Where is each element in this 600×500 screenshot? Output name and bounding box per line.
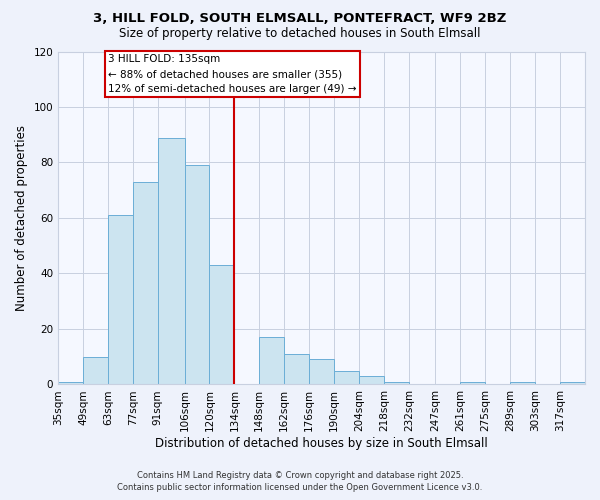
Bar xyxy=(58,382,83,384)
Y-axis label: Number of detached properties: Number of detached properties xyxy=(15,125,28,311)
Bar xyxy=(384,382,409,384)
Text: 3, HILL FOLD, SOUTH ELMSALL, PONTEFRACT, WF9 2BZ: 3, HILL FOLD, SOUTH ELMSALL, PONTEFRACT,… xyxy=(94,12,506,26)
Bar xyxy=(259,338,284,384)
Bar xyxy=(108,215,133,384)
Bar xyxy=(460,382,485,384)
Bar xyxy=(334,370,359,384)
Text: 3 HILL FOLD: 135sqm
← 88% of detached houses are smaller (355)
12% of semi-detac: 3 HILL FOLD: 135sqm ← 88% of detached ho… xyxy=(108,54,356,94)
Text: Size of property relative to detached houses in South Elmsall: Size of property relative to detached ho… xyxy=(119,28,481,40)
Bar xyxy=(284,354,309,384)
Bar xyxy=(209,265,235,384)
Bar xyxy=(185,166,209,384)
Text: Contains HM Land Registry data © Crown copyright and database right 2025.
Contai: Contains HM Land Registry data © Crown c… xyxy=(118,471,482,492)
Bar xyxy=(158,138,185,384)
Bar xyxy=(133,182,158,384)
Bar xyxy=(309,360,334,384)
X-axis label: Distribution of detached houses by size in South Elmsall: Distribution of detached houses by size … xyxy=(155,437,488,450)
Bar xyxy=(510,382,535,384)
Bar xyxy=(359,376,384,384)
Bar xyxy=(83,356,108,384)
Bar xyxy=(560,382,585,384)
